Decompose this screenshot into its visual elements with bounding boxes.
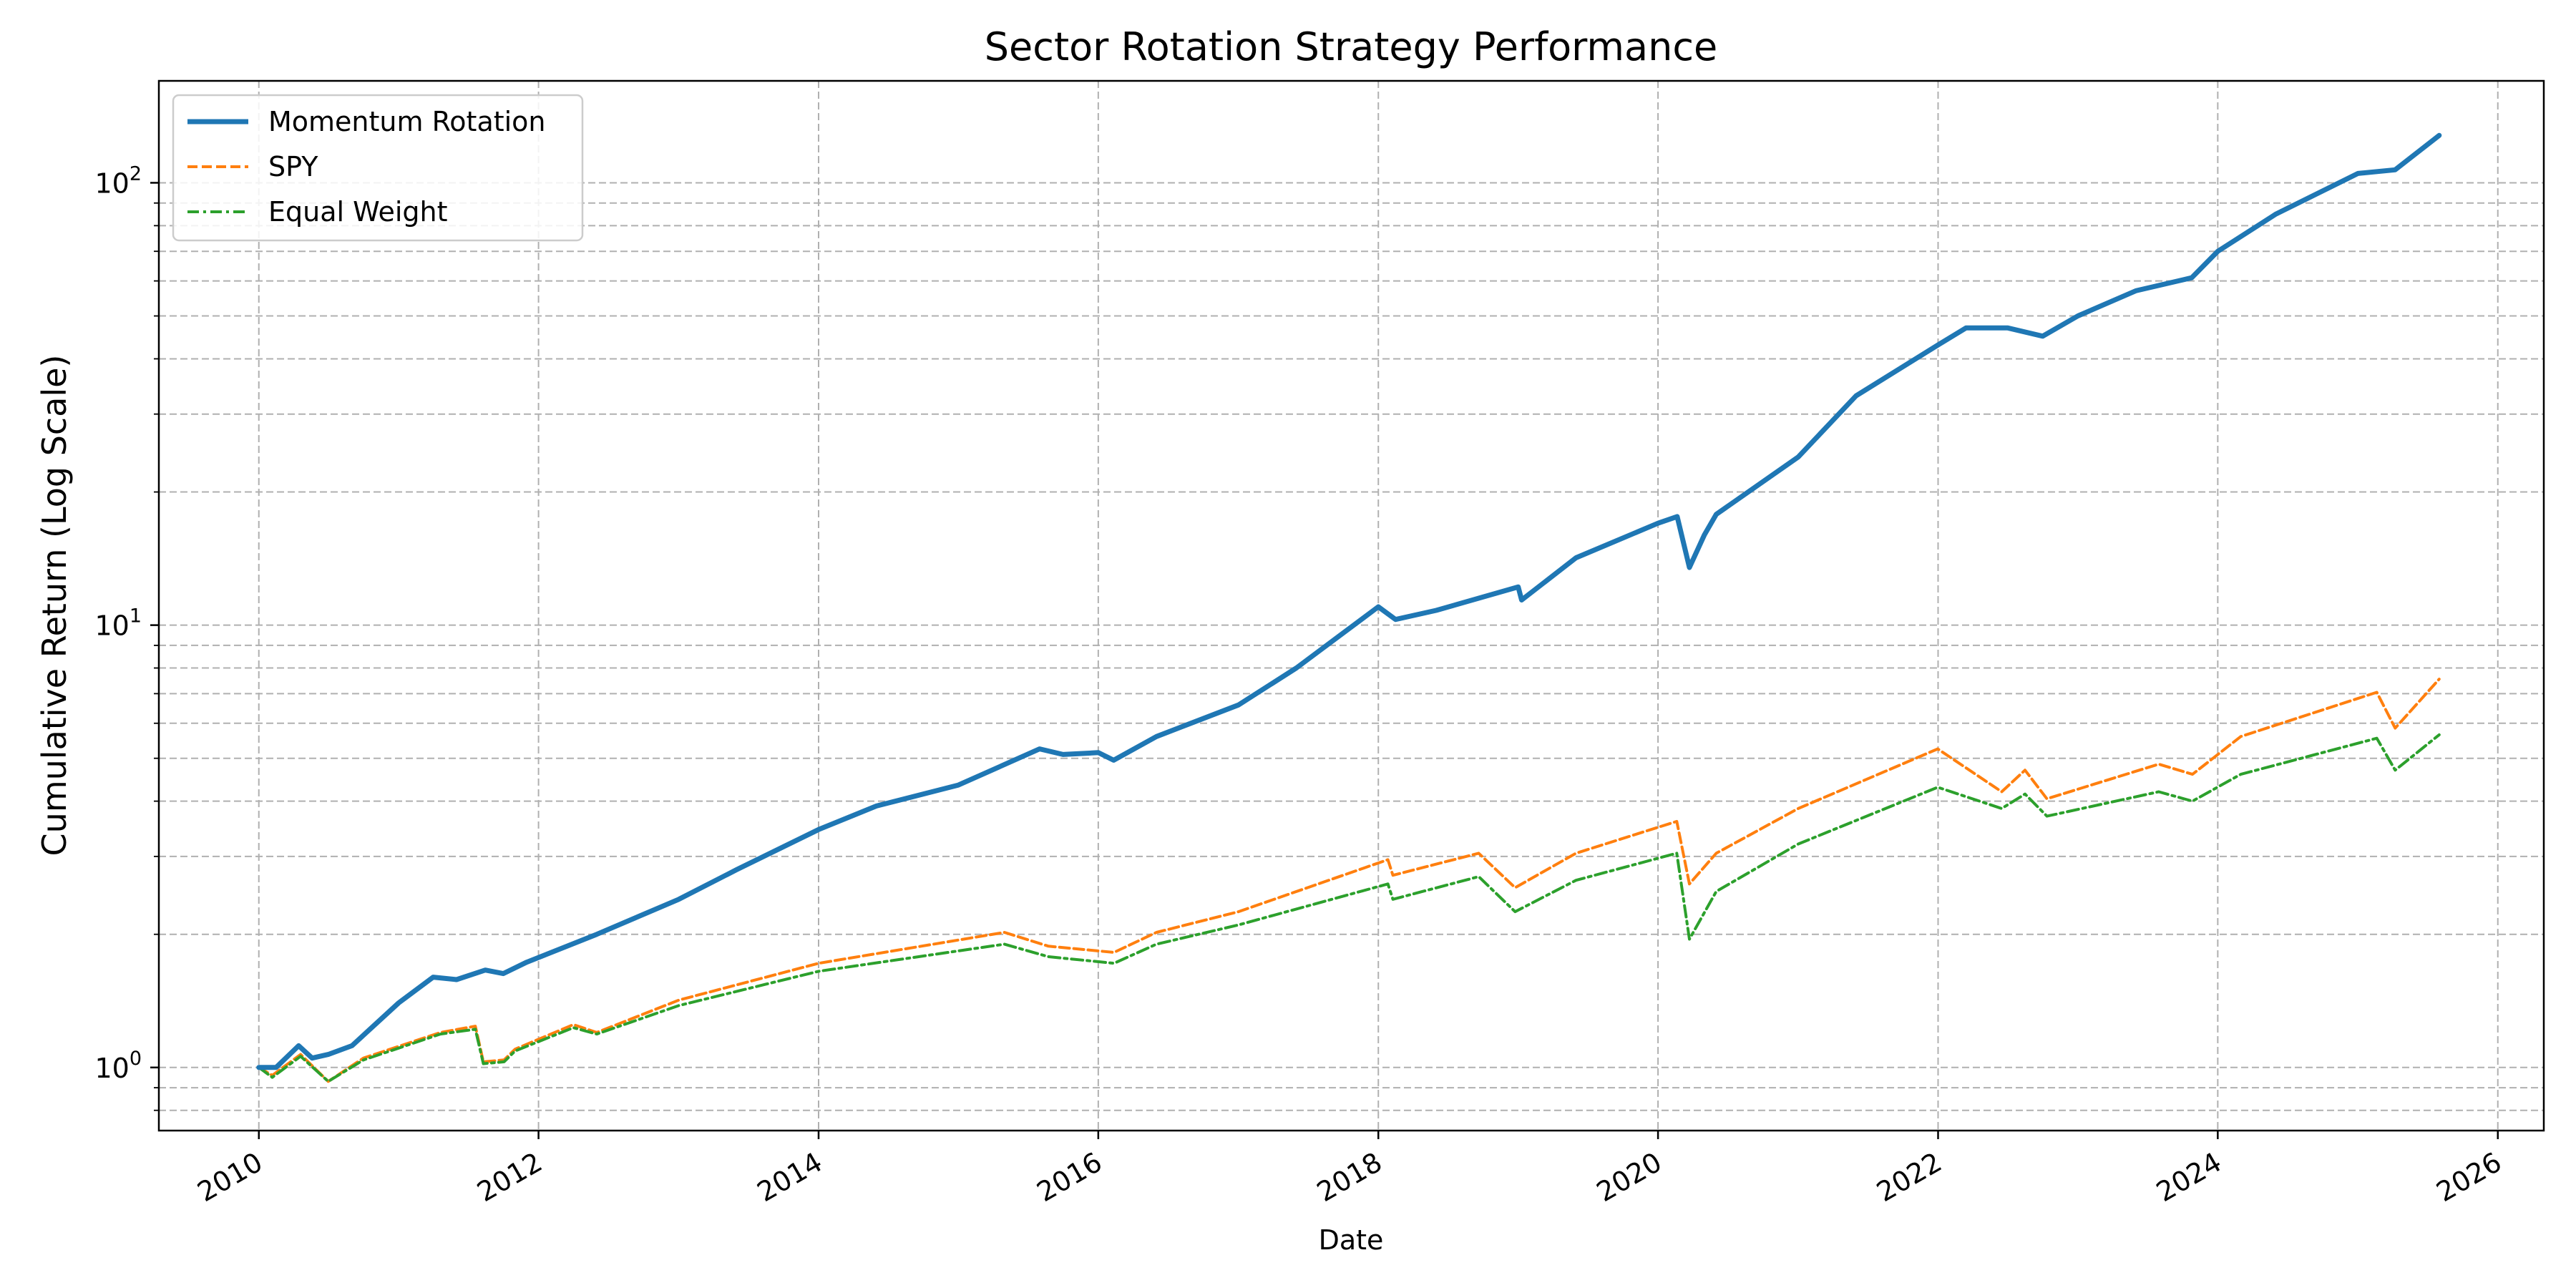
x-axis-label: Date [1319,1224,1384,1256]
chart-title: Sector Rotation Strategy Performance [985,24,1718,69]
legend-label-momentum-rotation: Momentum Rotation [268,106,546,137]
grid [159,81,2544,1131]
legend-label-equal-weight: Equal Weight [268,196,448,228]
series-line-momentum-rotation [256,132,2442,1070]
series-line-spy [257,678,2441,1083]
series-line-equal-weight [257,733,2441,1083]
legend: Momentum Rotation SPY Equal Weight [172,94,584,242]
legend-box [172,94,584,242]
plot-frame [157,79,2545,1132]
y-axis-label: Cumulative Return (Log Scale) [35,355,74,857]
series-layer [256,132,2442,1083]
legend-label-spy: SPY [268,151,318,182]
